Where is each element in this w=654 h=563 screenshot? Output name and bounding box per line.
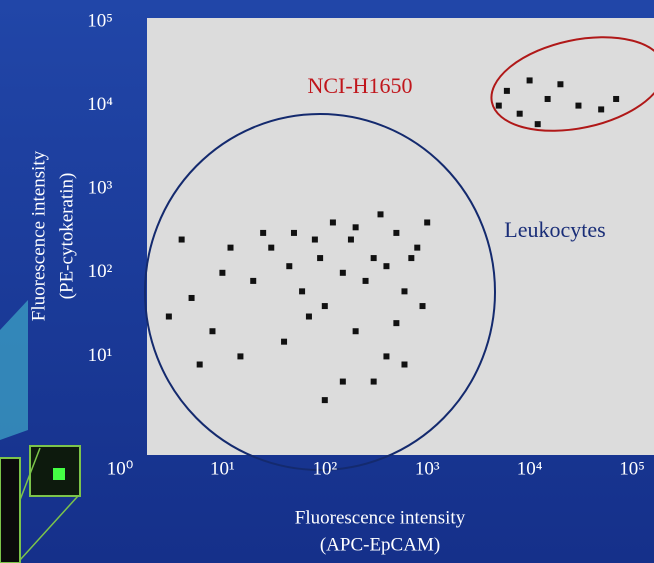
x-tick-label: 10³ (415, 458, 440, 479)
point (227, 244, 234, 251)
point (305, 313, 312, 320)
point (557, 81, 564, 88)
point (188, 294, 195, 301)
point (281, 338, 288, 345)
point (414, 244, 421, 251)
y-axis-title: (PE-cytokeratin) (56, 173, 77, 300)
point (362, 277, 369, 284)
point (165, 313, 172, 320)
plot (165, 77, 620, 404)
x-tick-label: 10⁴ (517, 458, 543, 479)
point (299, 288, 306, 295)
point (516, 110, 523, 117)
y-tick-label: 10³ (88, 178, 113, 199)
point (503, 87, 510, 94)
point (383, 353, 390, 360)
point (329, 219, 336, 226)
point (377, 211, 384, 218)
point (178, 236, 185, 243)
point (424, 219, 431, 226)
point (526, 77, 533, 84)
x-axis-title: (APC-EpCAM) (320, 534, 440, 555)
point (534, 121, 541, 128)
connector (19, 447, 41, 501)
point (575, 102, 582, 109)
y-tick-label: 10¹ (88, 345, 113, 366)
x-tick-label: 10⁵ (619, 458, 645, 479)
x-tick-label: 10² (312, 458, 337, 479)
point (495, 102, 502, 109)
point (321, 303, 328, 310)
point (544, 95, 551, 102)
point (311, 236, 318, 243)
point (237, 353, 244, 360)
point (613, 95, 620, 102)
x-axis-title: Fluorescence intensity (295, 507, 466, 528)
point (408, 255, 415, 262)
y-axis-title: Fluorescence intensity (28, 150, 49, 321)
plot-area (147, 18, 654, 455)
connector (19, 495, 79, 561)
point (219, 269, 226, 276)
point (250, 277, 257, 284)
y-tick-label: 10⁵ (87, 10, 113, 31)
point (393, 320, 400, 327)
point (286, 263, 293, 270)
point (268, 244, 275, 251)
point (339, 269, 346, 276)
leukocyte-gate (144, 113, 496, 471)
point (260, 229, 267, 236)
point (401, 361, 408, 368)
point (370, 255, 377, 262)
point (347, 236, 354, 243)
point (419, 303, 426, 310)
x-tick-label: 10⁰ (107, 458, 134, 479)
point (339, 378, 346, 385)
point (401, 288, 408, 295)
y-tick-label: 10² (88, 261, 113, 282)
x-tick-label: 10¹ (210, 458, 235, 479)
cell-image (0, 457, 21, 563)
point (393, 229, 400, 236)
point (290, 229, 297, 236)
point (317, 255, 324, 262)
annotation: Leukocytes (504, 217, 605, 242)
annotation: NCI-H1650 (307, 73, 412, 98)
point (598, 106, 605, 113)
point (196, 361, 203, 368)
point (370, 378, 377, 385)
point (383, 263, 390, 270)
cell-spot (53, 468, 65, 480)
point (321, 397, 328, 404)
tumor-gate (490, 36, 654, 132)
decor-wedge (0, 300, 28, 440)
point (352, 224, 359, 231)
point (209, 328, 216, 335)
point (352, 328, 359, 335)
y-tick-label: 10⁴ (87, 94, 113, 115)
